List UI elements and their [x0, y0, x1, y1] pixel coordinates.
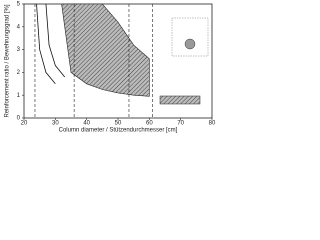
- x-tick-label: 40: [83, 121, 90, 127]
- y-tick-label: 3: [17, 47, 21, 53]
- y-tick-label: 1: [17, 93, 21, 99]
- x-tick-label: 50: [115, 121, 122, 127]
- x-axis-label: Column diameter / Stützendurchmesser [cm…: [59, 128, 178, 134]
- chart: Column diameter / Stützendurchmesser [cm…: [5, 2, 216, 134]
- x-tick-label: 60: [146, 121, 153, 127]
- curve: [36, 3, 56, 85]
- feasible-region: [61, 3, 150, 97]
- x-tick-label: 80: [209, 121, 216, 127]
- legend-swatch: [159, 95, 201, 105]
- y-tick-label: 5: [17, 2, 21, 8]
- x-tick-label: 20: [21, 121, 28, 127]
- inset: [171, 17, 209, 57]
- y-axis-label: Reinforcement ratio / Bewehrungsgrad [%]: [5, 4, 11, 117]
- y-tick-label: 0: [17, 116, 21, 122]
- page: {"chart_data": {"type": "line", "xlabel"…: [4, 1, 216, 134]
- curve: [45, 3, 66, 78]
- y-tick-label: 2: [17, 70, 21, 76]
- y-tick-label: 4: [17, 24, 21, 30]
- x-tick-label: 30: [52, 121, 59, 127]
- x-tick-label: 70: [177, 121, 184, 127]
